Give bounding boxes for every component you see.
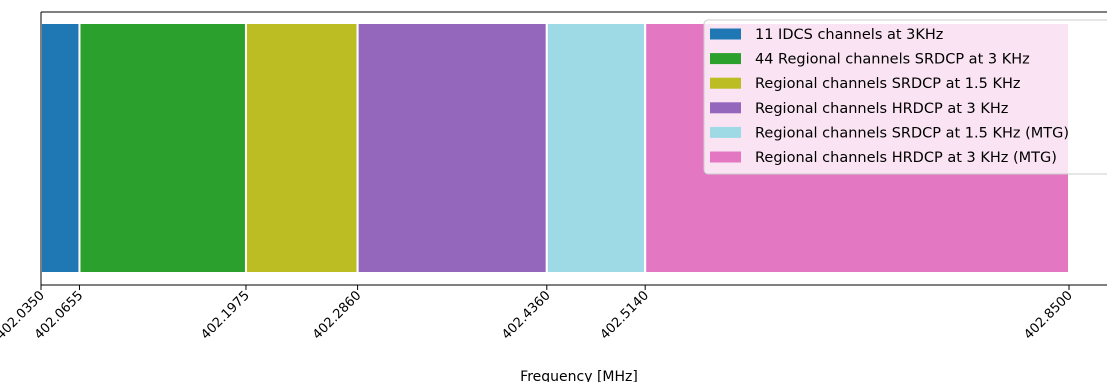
legend-label: 44 Regional channels SRDCP at 3 KHz <box>755 52 1030 68</box>
band-5 <box>545 22 647 274</box>
legend-frame <box>703 19 1107 175</box>
legend-swatch <box>710 53 741 65</box>
legend-items: 11 IDCS channels at 3KHz 44 Regional chan… <box>710 27 1069 166</box>
legend-label: Regional channels SRDCP at 1.5 KHz <box>755 76 1021 92</box>
x-tick-label: 402.8500 <box>1021 288 1075 342</box>
legend-label: Regional channels HRDCP at 3 KHz <box>755 101 1008 117</box>
legend-swatch <box>710 126 741 138</box>
legend-swatch <box>710 102 741 114</box>
legend: 11 IDCS channels at 3KHz 44 Regional chan… <box>703 19 1107 175</box>
x-tick-label: 402.5140 <box>598 288 652 342</box>
legend-label: Regional channels HRDCP at 3 KHz (MTG) <box>755 150 1057 166</box>
band-3 <box>244 22 359 274</box>
band-2 <box>78 22 247 274</box>
legend-swatch <box>710 28 741 40</box>
legend-swatch <box>710 151 741 163</box>
x-tick-label: 402.1975 <box>198 288 252 342</box>
legend-label: 11 IDCS channels at 3KHz <box>755 27 943 43</box>
band-4 <box>356 22 548 274</box>
x-axis-title: Frequency [MHz] <box>520 369 638 382</box>
x-tick-label: 402.4360 <box>499 288 553 342</box>
x-tick-label: 402.2860 <box>310 288 364 342</box>
legend-swatch <box>710 77 741 89</box>
band-1 <box>40 22 81 274</box>
legend-label: Regional channels SRDCP at 1.5 KHz (MTG) <box>755 125 1069 141</box>
